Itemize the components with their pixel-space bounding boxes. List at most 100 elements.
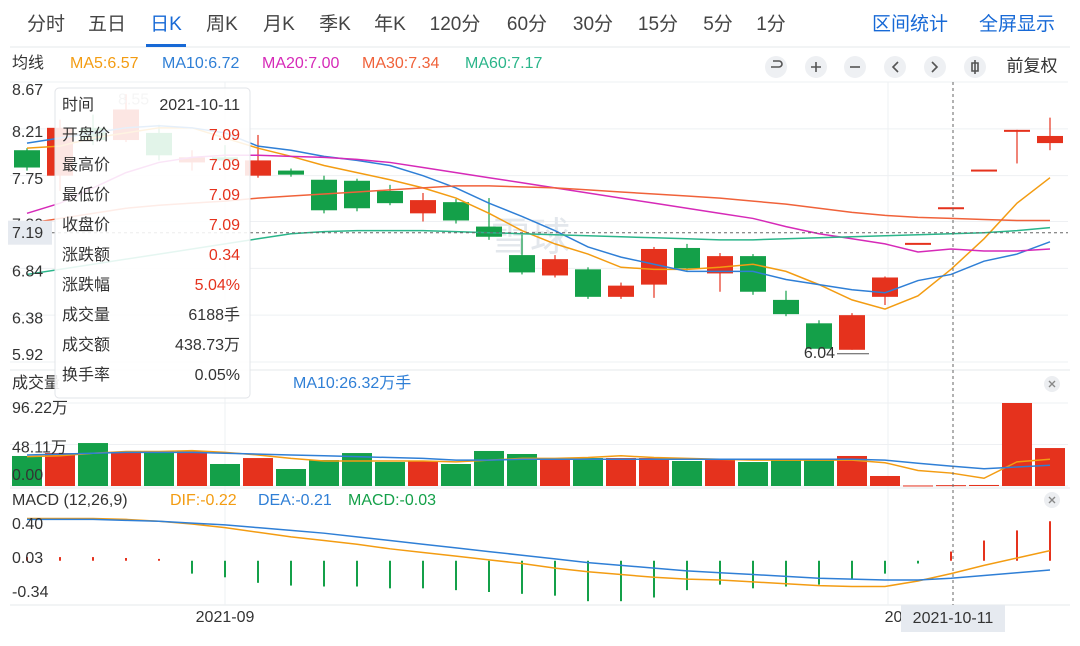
tooltip-label: 时间 bbox=[62, 96, 94, 114]
volume-tick-label: 0.00 bbox=[12, 467, 43, 484]
macd-line bbox=[27, 518, 1051, 581]
y-tick-label: 8.21 bbox=[12, 124, 43, 141]
tooltip-label: 涨跌幅 bbox=[62, 276, 110, 294]
tooltip-label: 成交量 bbox=[62, 306, 110, 324]
volume-bar bbox=[111, 452, 141, 486]
macd-tick-label: -0.34 bbox=[12, 584, 49, 601]
volume-bar bbox=[870, 475, 900, 486]
candle-body bbox=[509, 255, 535, 273]
tooltip-label: 涨跌额 bbox=[62, 246, 110, 264]
close-icon bbox=[1048, 380, 1056, 388]
volume-bar bbox=[12, 455, 42, 486]
close-macd[interactable] bbox=[1044, 492, 1060, 508]
ui-layer: 分时 五日 日K 周K 月K 季K 年K 120分 60分 30分 15分 5分 1分 区间统计 全屏显示均… bbox=[8, 13, 1068, 632]
y-tick-label: 5.92 bbox=[12, 347, 43, 364]
tab[interactable]: 1分 bbox=[756, 13, 786, 35]
toolbar-button[interactable] bbox=[884, 56, 906, 78]
volume-bar bbox=[243, 458, 273, 486]
tab[interactable]: 分时 bbox=[27, 13, 65, 35]
y-tick-label: 6.38 bbox=[12, 310, 43, 327]
candle-body bbox=[872, 277, 898, 297]
tab[interactable]: 五日 bbox=[88, 14, 126, 35]
tab[interactable]: 5分 bbox=[703, 13, 733, 35]
tooltip-label: 开盘价 bbox=[62, 125, 110, 144]
tooltip-value: 7.09 bbox=[209, 127, 240, 144]
toolbar-icon bbox=[811, 62, 821, 72]
tooltip-label: 收盘价 bbox=[62, 215, 110, 234]
low-label: 6.04 bbox=[804, 345, 835, 362]
tab[interactable]: 15分 bbox=[638, 13, 678, 35]
tooltip-value: 438.73万 bbox=[175, 337, 240, 354]
volume-bar bbox=[276, 469, 306, 486]
candle-body bbox=[476, 226, 502, 237]
toolbar-icon bbox=[931, 61, 939, 73]
tooltip-value: 2021-10-11 bbox=[159, 97, 240, 114]
candle-body bbox=[14, 150, 40, 168]
close-icon bbox=[1048, 496, 1056, 504]
volume-bar bbox=[903, 485, 933, 487]
toolbar-button[interactable] bbox=[924, 56, 946, 78]
volume-ma-line bbox=[26, 449, 1051, 480]
tab[interactable]: 60分 bbox=[507, 13, 547, 35]
crosshair-value-box bbox=[8, 220, 52, 245]
candle-body bbox=[410, 200, 436, 214]
volume-ma-line bbox=[26, 451, 1051, 470]
tooltip-value: 7.09 bbox=[209, 187, 240, 204]
candle-body bbox=[344, 180, 370, 209]
macd-line bbox=[27, 517, 1051, 588]
candle-body bbox=[806, 323, 832, 349]
tab[interactable]: 日K bbox=[150, 14, 182, 35]
tooltip-label: 最低价 bbox=[62, 186, 110, 204]
adjust-label[interactable]: 前复权 bbox=[1007, 56, 1058, 75]
volume-bar bbox=[804, 460, 834, 486]
tab[interactable]: 年K bbox=[374, 13, 406, 35]
tooltip-label: 成交额 bbox=[62, 336, 110, 354]
volume-bar bbox=[1035, 448, 1065, 486]
volume-bar bbox=[639, 458, 669, 486]
candle-body bbox=[1037, 135, 1063, 144]
volume-bar bbox=[342, 453, 372, 486]
candle-body bbox=[608, 285, 634, 297]
volume-tick-label: 48.11万 bbox=[12, 440, 67, 457]
volume-bar bbox=[573, 458, 603, 486]
tab[interactable]: 30分 bbox=[573, 13, 613, 35]
tab[interactable]: 季K bbox=[319, 13, 351, 35]
tooltip-value: 5.04% bbox=[195, 277, 240, 294]
macd-tick-label: 0.40 bbox=[12, 516, 43, 533]
ma-legend: MA60:7.17 bbox=[465, 55, 542, 72]
toolbar-icon bbox=[891, 61, 899, 73]
macd-legend: MACD:-0.03 bbox=[348, 492, 436, 509]
volume-bar bbox=[738, 462, 768, 486]
tab[interactable]: 120分 bbox=[430, 13, 481, 35]
candle-body bbox=[839, 315, 865, 350]
volume-bar bbox=[936, 485, 966, 487]
candle-body bbox=[278, 170, 304, 175]
candle-body bbox=[938, 207, 964, 210]
tab[interactable]: 月K bbox=[263, 14, 295, 35]
ma-legend: MA5:6.57 bbox=[70, 55, 139, 72]
ma-legend: MA30:7.34 bbox=[362, 55, 439, 72]
candle-body bbox=[1004, 129, 1030, 132]
tab[interactable]: 周K bbox=[206, 14, 238, 35]
action-link[interactable]: 区间统计 bbox=[872, 13, 948, 35]
y-tick-label: 6.84 bbox=[12, 264, 43, 281]
y-tick-label: 7.75 bbox=[12, 171, 43, 188]
toolbar-icon bbox=[771, 60, 783, 68]
tooltip-label: 换手率 bbox=[62, 366, 110, 384]
x-tick-label: 2021-09 bbox=[196, 609, 255, 626]
tooltip-label: 最高价 bbox=[62, 156, 110, 174]
candle-body bbox=[971, 169, 997, 172]
macd-title: MACD (12,26,9) bbox=[12, 492, 128, 509]
close-volume[interactable] bbox=[1044, 376, 1060, 392]
volume-bar bbox=[45, 453, 75, 486]
volume-bar bbox=[144, 450, 174, 486]
ma-label: 均线 bbox=[12, 54, 44, 72]
crosshair-date-box bbox=[901, 605, 1005, 632]
volume-tick-label: 96.22万 bbox=[12, 400, 68, 417]
action-link[interactable]: 全屏显示 bbox=[979, 13, 1055, 35]
tooltip-value: 7.09 bbox=[209, 217, 240, 234]
ma-legend: MA10:6.72 bbox=[162, 55, 239, 72]
candle-body bbox=[542, 259, 568, 276]
watermark: 雪球 bbox=[490, 216, 570, 260]
